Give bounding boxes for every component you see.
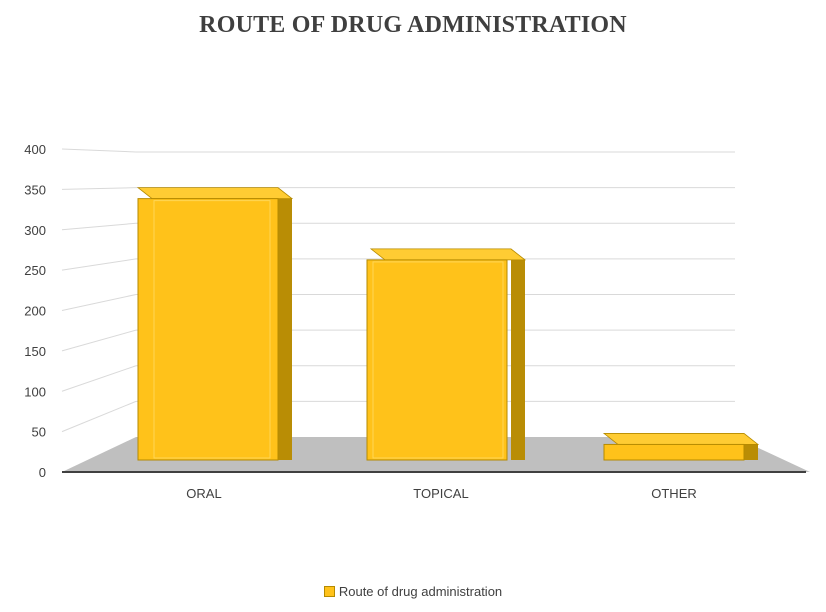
bar-1 [366, 259, 508, 461]
y-tick-label-6: 300 [24, 223, 46, 238]
y-tick-label-5: 250 [24, 263, 46, 278]
legend: Route of drug administration [0, 584, 826, 599]
y-tick-label-2: 100 [24, 384, 46, 399]
gridline-left-1 [61, 400, 137, 433]
bar-highlight-1 [372, 261, 504, 459]
bar-side-1 [511, 248, 525, 460]
y-tick-label-3: 150 [24, 344, 46, 359]
y-tick-label-1: 50 [32, 425, 46, 440]
x-tick-label-1: TOPICAL [413, 486, 468, 501]
x-tick-label-0: ORAL [186, 486, 221, 501]
bar-2 [603, 443, 745, 461]
gridline-left-6 [61, 222, 137, 231]
bar-top-0 [136, 187, 294, 200]
gridline-left-4 [61, 294, 137, 311]
legend-swatch [323, 586, 335, 597]
gridline-left-8 [61, 148, 137, 153]
gridline-left-2 [61, 365, 137, 392]
x-tick-label-2: OTHER [651, 486, 697, 501]
bar-top-2 [602, 433, 760, 445]
y-tick-label-4: 200 [24, 304, 46, 319]
bar-top-1 [369, 248, 527, 261]
bar-side-0 [278, 187, 292, 460]
gridline-left-5 [61, 258, 137, 271]
legend-label: Route of drug administration [338, 584, 503, 599]
gridline-left-7 [61, 187, 137, 190]
gridline-left-3 [61, 329, 137, 352]
bar-highlight-0 [153, 200, 271, 459]
chart-title: ROUTE OF DRUG ADMINISTRATION [199, 12, 627, 38]
y-tick-label-8: 400 [24, 142, 46, 157]
bar-0 [137, 198, 279, 461]
y-tick-label-0: 0 [39, 465, 46, 480]
y-tick-label-7: 350 [24, 182, 46, 197]
